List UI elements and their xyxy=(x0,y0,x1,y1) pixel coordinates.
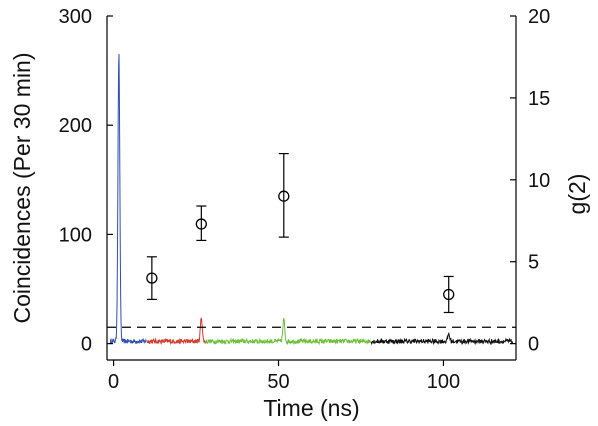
x-tick-label: 50 xyxy=(267,371,289,393)
left-y-tick-label: 100 xyxy=(59,224,92,246)
g2-point xyxy=(195,218,207,230)
right-y-axis-title: g(2) xyxy=(564,174,590,215)
histogram-series-trace xyxy=(205,317,371,346)
left-y-tick-label: 0 xyxy=(81,334,92,356)
axes xyxy=(106,16,517,361)
histogram-series-trace xyxy=(370,331,514,346)
g2-data-points xyxy=(146,153,455,314)
right-y-tick-label: 20 xyxy=(528,6,550,28)
left-y-axis-title: Coincidences (Per 30 min) xyxy=(9,52,35,323)
left-y-tick-label: 300 xyxy=(59,6,92,28)
histogram-traces xyxy=(109,54,514,346)
x-tick-label: 0 xyxy=(108,371,119,393)
x-tick-label: 100 xyxy=(427,371,460,393)
g2-point xyxy=(278,190,290,202)
left-y-tick-label: 200 xyxy=(59,115,92,137)
right-y-tick-label: 5 xyxy=(528,252,539,274)
g2-point xyxy=(146,272,158,284)
right-y-tick-label: 10 xyxy=(528,170,550,192)
histogram-series-trace xyxy=(109,54,147,345)
histogram-series-trace xyxy=(146,317,207,346)
right-y-tick-label: 15 xyxy=(528,88,550,110)
right-y-tick-label: 0 xyxy=(528,334,539,356)
tick-labels: 0 50 100 0 100 200 300 0 5 10 15 20 xyxy=(59,6,551,393)
g2-point xyxy=(443,288,455,301)
x-axis-title: Time (ns) xyxy=(263,395,359,421)
